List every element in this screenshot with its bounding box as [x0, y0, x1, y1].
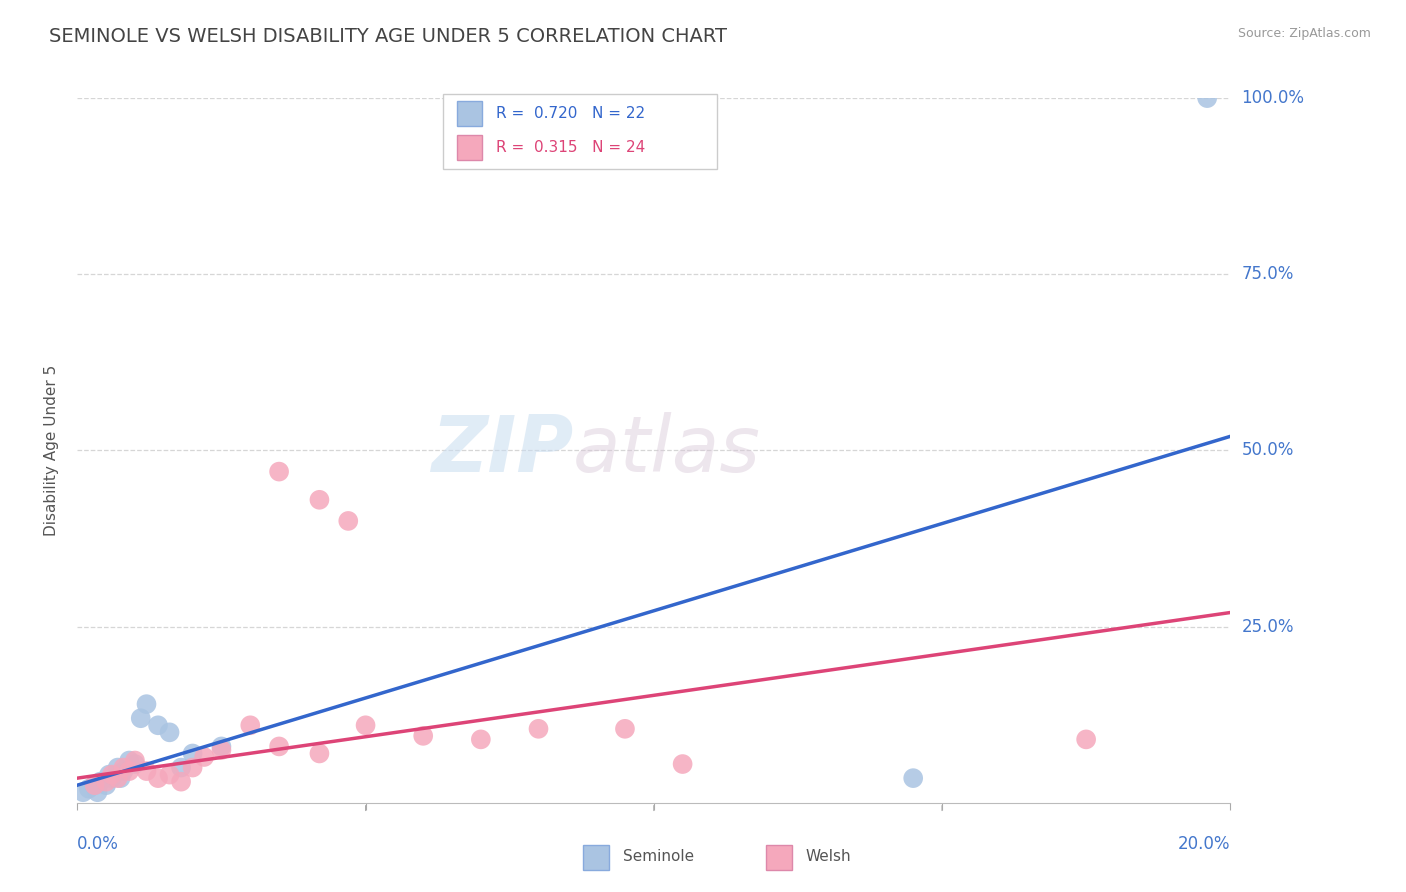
Point [112, 760, 135, 774]
Point [101, 771, 124, 785]
Point [118, 764, 141, 778]
Point [470, 732, 492, 747]
Point [98, 767, 121, 781]
Point [181, 760, 204, 774]
Point [77, 781, 100, 796]
Text: Welsh: Welsh [806, 849, 851, 863]
Point [89, 774, 111, 789]
Point [146, 771, 169, 785]
Point [146, 718, 169, 732]
Point [527, 722, 550, 736]
Point [124, 757, 146, 772]
Point [239, 718, 262, 732]
Text: ZIP: ZIP [430, 412, 574, 489]
Point [903, 771, 925, 785]
Point [107, 760, 129, 774]
Point [211, 743, 233, 757]
Point [170, 760, 193, 774]
Text: Source: ZipAtlas.com: Source: ZipAtlas.com [1237, 27, 1371, 40]
Point [124, 754, 146, 768]
Point [267, 465, 291, 479]
Point [86, 785, 108, 799]
Point [135, 764, 157, 778]
Point [1076, 732, 1098, 747]
Point [354, 718, 377, 732]
Point [170, 774, 193, 789]
Point [337, 514, 360, 528]
Y-axis label: Disability Age Under 5: Disability Age Under 5 [44, 365, 59, 536]
Point [308, 747, 330, 761]
Point [211, 739, 233, 754]
Point [614, 722, 637, 736]
Point [83, 778, 105, 792]
Point [101, 767, 124, 781]
Point [107, 771, 129, 785]
Point [181, 747, 204, 761]
Point [159, 725, 181, 739]
Point [135, 697, 157, 711]
Point [112, 764, 135, 778]
Text: 50.0%: 50.0% [1241, 442, 1294, 459]
Point [308, 492, 330, 507]
Text: SEMINOLE VS WELSH DISABILITY AGE UNDER 5 CORRELATION CHART: SEMINOLE VS WELSH DISABILITY AGE UNDER 5… [49, 27, 727, 45]
Point [1197, 91, 1219, 105]
Point [96, 778, 118, 792]
Point [96, 774, 118, 789]
Point [193, 750, 215, 764]
Point [110, 771, 132, 785]
Text: 75.0%: 75.0% [1241, 265, 1294, 284]
Point [72, 785, 94, 799]
Text: Seminole: Seminole [623, 849, 695, 863]
Text: R =  0.315   N = 24: R = 0.315 N = 24 [496, 140, 645, 154]
Text: 25.0%: 25.0% [1241, 617, 1294, 636]
Point [672, 757, 695, 772]
Text: atlas: atlas [574, 412, 761, 489]
Text: 20.0%: 20.0% [1178, 835, 1230, 853]
Point [118, 754, 141, 768]
Point [267, 739, 291, 754]
Point [129, 711, 152, 725]
Text: 0.0%: 0.0% [77, 835, 120, 853]
Text: 100.0%: 100.0% [1241, 89, 1305, 107]
Text: R =  0.720   N = 22: R = 0.720 N = 22 [496, 106, 645, 120]
Point [412, 729, 434, 743]
Point [83, 778, 105, 792]
Point [159, 767, 181, 781]
